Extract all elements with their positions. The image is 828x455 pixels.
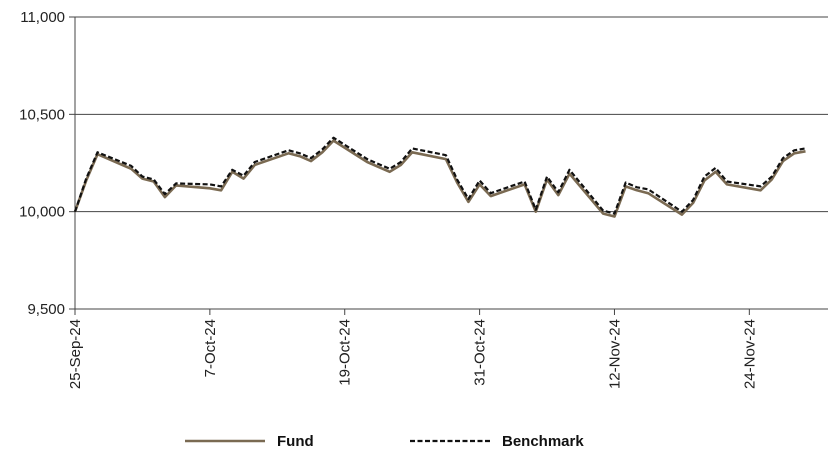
legend: Fund Benchmark bbox=[185, 433, 584, 450]
legend-label-fund: Fund bbox=[277, 433, 314, 450]
series-lines bbox=[73, 136, 806, 218]
y-tick-label: 10,000 bbox=[19, 204, 65, 221]
x-tick-label: 31-Oct-24 bbox=[472, 319, 489, 386]
y-tick-label: 11,000 bbox=[20, 9, 65, 26]
series-line-fund bbox=[73, 139, 806, 218]
axes bbox=[74, 17, 828, 310]
y-tick-label: 10,500 bbox=[19, 106, 65, 123]
x-tick-label: 25-Sep-24 bbox=[67, 319, 84, 389]
x-tick-label: 19-Oct-24 bbox=[337, 319, 354, 386]
x-tick-label: 24-Nov-24 bbox=[741, 319, 758, 389]
legend-label-benchmark: Benchmark bbox=[502, 433, 584, 450]
gridlines bbox=[75, 16, 828, 213]
series-line-benchmark bbox=[73, 136, 806, 215]
y-axis-ticks: 9,500 10,000 10,500 11,000 bbox=[19, 9, 75, 318]
x-tick-label: 7-Oct-24 bbox=[202, 319, 219, 377]
y-tick-label: 9,500 bbox=[27, 301, 65, 318]
x-axis-ticks: 25-Sep-24 7-Oct-24 19-Oct-24 31-Oct-24 12-No… bbox=[67, 309, 758, 389]
x-tick-label: 12-Nov-24 bbox=[606, 319, 623, 389]
